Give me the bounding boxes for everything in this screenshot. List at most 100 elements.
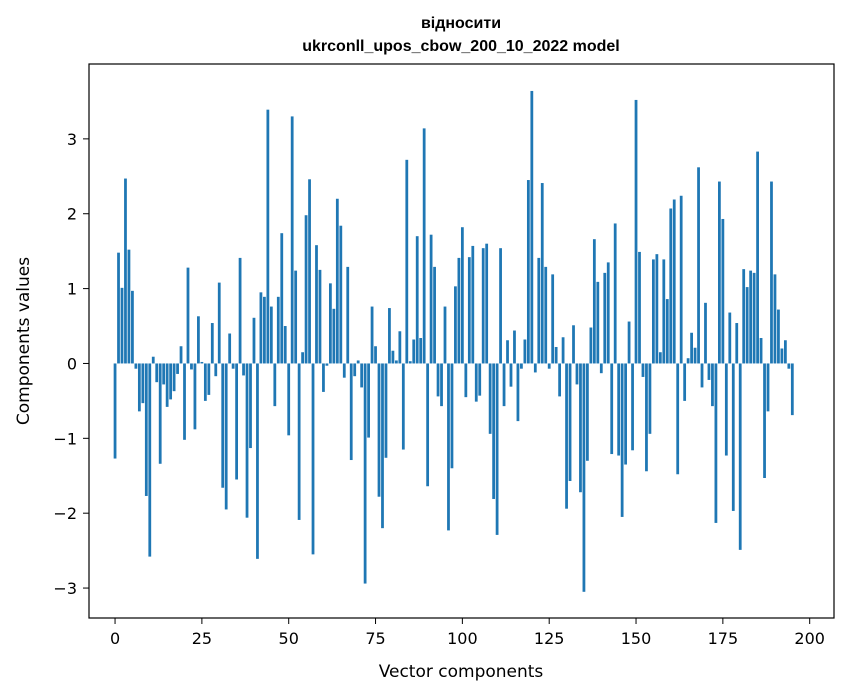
bar xyxy=(443,306,447,364)
bar xyxy=(693,347,697,364)
bar xyxy=(766,363,770,412)
bar xyxy=(433,266,436,364)
bar xyxy=(269,306,273,364)
bar xyxy=(655,254,659,364)
bar xyxy=(526,180,530,364)
y-tick-label: 3 xyxy=(67,130,77,149)
bar xyxy=(197,316,200,364)
bar xyxy=(704,302,707,364)
bar xyxy=(735,323,739,364)
bar xyxy=(599,363,603,374)
bar xyxy=(516,363,520,422)
bar xyxy=(322,363,325,392)
bar xyxy=(127,249,131,364)
bar xyxy=(554,346,558,364)
bar xyxy=(568,363,572,481)
bar xyxy=(665,299,669,364)
bar xyxy=(151,356,155,364)
bar xyxy=(523,339,527,364)
bar xyxy=(276,296,280,364)
bar xyxy=(245,363,249,518)
bar xyxy=(488,363,492,434)
bar xyxy=(436,363,440,397)
bar xyxy=(374,346,377,364)
bar xyxy=(638,251,641,364)
bar xyxy=(721,218,725,364)
bar xyxy=(249,363,252,449)
bar xyxy=(586,363,589,461)
bar xyxy=(308,179,311,364)
bar xyxy=(540,183,544,364)
bar xyxy=(148,363,152,557)
bar xyxy=(780,348,784,364)
bar xyxy=(676,363,680,475)
bar xyxy=(440,363,443,407)
bar xyxy=(742,269,746,364)
bar xyxy=(408,361,412,364)
chart-title: відносити xyxy=(421,15,501,32)
bar xyxy=(113,363,117,459)
bar xyxy=(120,287,124,364)
bar xyxy=(790,363,794,416)
bar xyxy=(707,363,711,380)
bar xyxy=(360,363,364,388)
bar xyxy=(315,245,318,364)
bar xyxy=(412,339,416,364)
bar xyxy=(144,363,148,496)
bar xyxy=(752,272,756,364)
bar xyxy=(353,363,357,377)
bar xyxy=(770,181,773,364)
x-tick-label: 25 xyxy=(192,629,212,648)
bar xyxy=(645,363,648,472)
bar xyxy=(631,363,634,451)
bar xyxy=(606,262,610,364)
bar xyxy=(297,363,301,520)
bar xyxy=(162,363,166,385)
bar xyxy=(124,178,127,364)
bar xyxy=(217,282,221,364)
bar xyxy=(641,363,645,377)
chart-subtitle: ukrconll_upos_cbow_200_10_2022 model xyxy=(302,38,619,55)
bar xyxy=(724,363,728,456)
bar xyxy=(686,358,690,364)
bar xyxy=(141,363,145,404)
bar xyxy=(506,340,509,364)
y-tick-label: −1 xyxy=(53,429,77,448)
bar xyxy=(728,312,732,364)
bar xyxy=(332,308,336,364)
x-axis-label: Vector components xyxy=(379,662,544,682)
bar xyxy=(224,363,228,510)
bar xyxy=(301,352,304,364)
bar xyxy=(454,286,457,364)
bar xyxy=(669,208,673,364)
bar xyxy=(158,363,162,464)
bar xyxy=(547,363,551,369)
bar xyxy=(190,363,193,370)
bar xyxy=(339,225,343,364)
bar xyxy=(499,248,502,364)
bar xyxy=(183,363,186,440)
bar xyxy=(457,257,461,364)
bar xyxy=(749,270,753,364)
bar xyxy=(228,333,232,364)
bar xyxy=(235,363,238,480)
bar xyxy=(193,363,197,430)
bar xyxy=(405,159,409,364)
bar xyxy=(335,198,339,364)
bar xyxy=(349,363,353,461)
bar xyxy=(565,363,568,509)
bar xyxy=(679,195,683,364)
bar xyxy=(561,337,565,364)
bar xyxy=(627,321,631,364)
bar xyxy=(398,331,402,364)
bar xyxy=(731,363,735,511)
bar xyxy=(450,363,454,469)
bar xyxy=(502,363,506,407)
bar xyxy=(697,167,700,364)
bar xyxy=(290,116,294,364)
bar xyxy=(134,363,138,369)
bar xyxy=(283,326,287,364)
bar xyxy=(176,363,179,374)
bar xyxy=(652,259,655,364)
bar xyxy=(718,181,721,364)
